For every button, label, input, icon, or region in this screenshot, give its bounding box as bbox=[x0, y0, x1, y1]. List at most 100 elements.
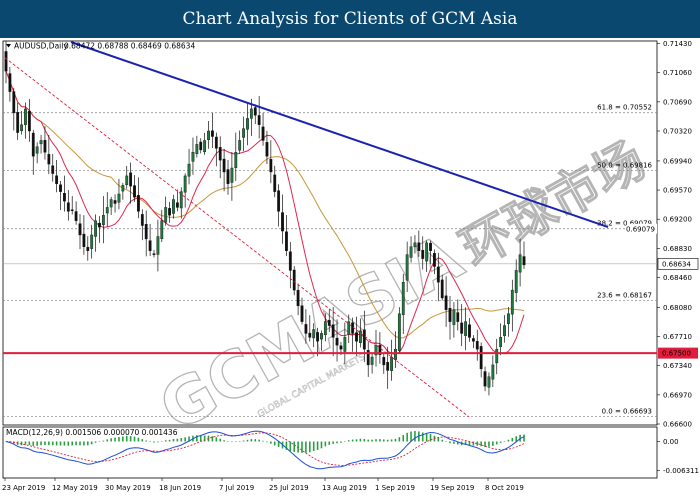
macd-histogram-bar bbox=[476, 441, 479, 446]
macd-histogram-bar bbox=[94, 441, 97, 443]
macd-histogram-bar bbox=[137, 437, 140, 442]
candle-body bbox=[24, 108, 27, 125]
candle-body bbox=[273, 174, 277, 192]
symbol-dropdown-icon[interactable] bbox=[6, 44, 11, 48]
title-banner: Chart Analysis for Clients of GCM Asia bbox=[0, 0, 700, 38]
macd-histogram-bar bbox=[484, 441, 486, 447]
candle-body bbox=[257, 115, 261, 125]
macd-histogram-bar bbox=[149, 441, 151, 442]
macd-histogram-bar bbox=[308, 441, 311, 453]
candle-body bbox=[55, 175, 59, 184]
macd-histogram-bar bbox=[67, 441, 70, 446]
candle-body bbox=[238, 140, 242, 151]
macd-histogram-bar bbox=[102, 440, 105, 442]
candle-body bbox=[98, 222, 101, 228]
candle-body bbox=[378, 344, 382, 355]
macd-histogram-bar bbox=[254, 439, 257, 442]
macd-histogram-bar bbox=[59, 441, 62, 446]
macd-histogram-bar bbox=[211, 436, 214, 442]
macd-histogram-bar bbox=[406, 432, 408, 442]
date-axis: 23 Apr 2019 12 May 2019 30 May 2019 18 Jun … bbox=[2, 478, 524, 492]
candle-body bbox=[242, 128, 245, 138]
candle-body bbox=[175, 202, 179, 208]
candle-body bbox=[370, 356, 374, 365]
macd-histogram-bar bbox=[367, 439, 370, 442]
macd-histogram-bar bbox=[410, 431, 412, 442]
candle-body bbox=[487, 376, 491, 388]
macd-histogram-bar bbox=[503, 441, 506, 442]
macd-histogram-bar bbox=[305, 441, 307, 453]
candle-body bbox=[514, 270, 518, 293]
macd-histogram-bar bbox=[164, 440, 167, 442]
candle-body bbox=[78, 223, 82, 236]
candle-body bbox=[503, 325, 506, 337]
y-tick-label: 0.69570 bbox=[663, 187, 692, 195]
candle-body bbox=[261, 126, 265, 141]
macd-histogram-bar bbox=[363, 438, 366, 442]
candle-body bbox=[31, 132, 35, 157]
candle-body bbox=[429, 242, 432, 251]
ohlc-readout: 0.68472 0.68788 0.68469 0.68634 bbox=[64, 42, 195, 51]
candle-body bbox=[495, 348, 499, 364]
candle-body bbox=[499, 337, 503, 347]
macd-histogram-bar bbox=[231, 441, 233, 443]
candle-body bbox=[401, 282, 405, 315]
macd-histogram-bar bbox=[63, 441, 66, 446]
x-tick-label: 18 Jun 2019 bbox=[159, 484, 201, 492]
candle-body bbox=[409, 246, 413, 258]
candle-body bbox=[148, 240, 152, 251]
candle-body bbox=[285, 231, 288, 251]
candle-body bbox=[479, 346, 483, 370]
candle-body bbox=[417, 242, 421, 251]
macd-histogram-bar bbox=[238, 441, 241, 442]
candle-body bbox=[168, 208, 171, 216]
fib-level-label: 38.2 = 0.69079 bbox=[597, 220, 652, 228]
fibonacci-diagonal bbox=[4, 57, 470, 418]
candle-body bbox=[327, 319, 331, 326]
candle-body bbox=[12, 91, 16, 114]
candle-body bbox=[464, 321, 467, 336]
macd-histogram-bar bbox=[28, 441, 31, 445]
macd-tick-label: -0.006311 bbox=[663, 467, 699, 475]
macd-histogram-bar bbox=[394, 438, 397, 442]
macd-histogram-bar bbox=[449, 441, 451, 444]
x-tick-label: 30 May 2019 bbox=[105, 484, 151, 492]
macd-histogram-bar bbox=[250, 439, 253, 442]
x-tick-label: 23 Apr 2019 bbox=[2, 484, 45, 492]
macd-histogram-bar bbox=[472, 441, 475, 446]
candle-body bbox=[436, 266, 440, 283]
candle-body bbox=[187, 163, 191, 177]
macd-histogram-bar bbox=[312, 441, 315, 451]
macd-histogram-bar bbox=[258, 439, 260, 442]
macd-histogram-bar bbox=[55, 441, 58, 446]
macd-histogram-bar bbox=[456, 441, 459, 445]
candle-body bbox=[468, 324, 471, 338]
macd-histogram-bar bbox=[184, 437, 186, 442]
macd-line bbox=[5, 430, 525, 470]
macd-histogram-bar bbox=[495, 441, 498, 445]
candle-body bbox=[471, 338, 475, 342]
fib-level-label: 50.0 = 0.69816 bbox=[597, 162, 652, 170]
candle-body bbox=[195, 144, 199, 154]
candle-body bbox=[8, 73, 12, 92]
macd-histogram-bar bbox=[188, 436, 190, 442]
macd-histogram-bar bbox=[118, 437, 120, 442]
candle-body bbox=[226, 169, 230, 184]
macd-histogram-bar bbox=[145, 440, 148, 442]
y-tick-label: 0.69200 bbox=[663, 216, 692, 224]
candle-body bbox=[394, 348, 397, 360]
y-tick-label: 0.71060 bbox=[663, 69, 692, 77]
candle-body bbox=[140, 214, 144, 226]
macd-plot-frame bbox=[2, 426, 658, 479]
macd-histogram-bar bbox=[507, 439, 510, 442]
candle-body bbox=[351, 322, 355, 334]
macd-histogram-bar bbox=[133, 436, 136, 442]
macd-histogram-bar bbox=[90, 441, 93, 445]
fib-level-label: 0.0 = 0.66693 bbox=[602, 408, 652, 416]
macd-histogram-bar bbox=[523, 434, 525, 442]
macd-histogram-bar bbox=[75, 441, 77, 446]
candle-body bbox=[362, 329, 366, 350]
candle-body bbox=[203, 140, 207, 153]
macd-histogram-bar bbox=[382, 439, 385, 442]
candle-body bbox=[253, 107, 257, 116]
